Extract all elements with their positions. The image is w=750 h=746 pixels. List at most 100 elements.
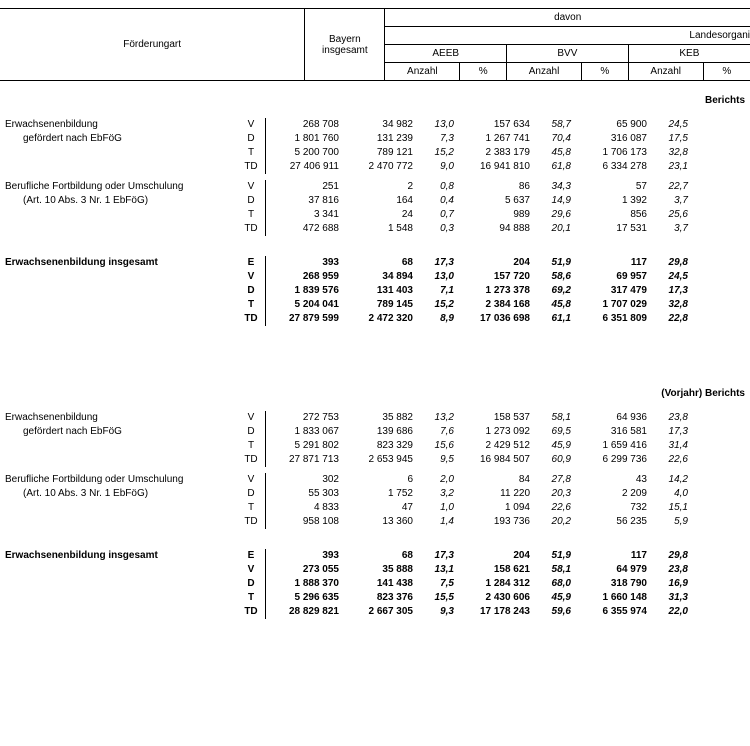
row-label-text (5, 270, 237, 284)
cell-c3-n: 64 979 (581, 563, 653, 577)
row-label: TD (0, 160, 265, 174)
cell-c3-p: 5,9 (653, 515, 698, 529)
cell-c3-p: 17,3 (653, 425, 698, 439)
row-label: T (0, 208, 265, 222)
row-code: V (237, 118, 265, 132)
cell-bayern: 1 833 067 (270, 425, 347, 439)
hdr-bayern: Bayern insgesamt (305, 9, 385, 81)
cell-bayern: 268 959 (270, 270, 347, 284)
row-label: Berufliche Fortbildung oder Umschulung V (0, 180, 265, 194)
cell-c2-p: 69,5 (536, 425, 581, 439)
cell-c1-p: 17,3 (419, 256, 464, 270)
cell-c2-p: 58,6 (536, 270, 581, 284)
row-code: D (237, 577, 265, 591)
row-label-text (5, 591, 237, 605)
row-code: T (237, 208, 265, 222)
cell-c2-n: 17 036 698 (464, 312, 536, 326)
cell-c3-n: 56 235 (581, 515, 653, 529)
row-code: V (237, 563, 265, 577)
cell-c1-n: 24 (347, 208, 419, 222)
row-code: T (237, 439, 265, 453)
cell-c1-n: 139 686 (347, 425, 419, 439)
hdr-col-aeeb: AEEB (385, 45, 507, 63)
cell-c2-p: 68,0 (536, 577, 581, 591)
cell-c1-n: 164 (347, 194, 419, 208)
table-row: Berufliche Fortbildung oder Umschulung V… (0, 473, 750, 487)
cell-c2-n: 204 (464, 256, 536, 270)
cell-c2-n: 1 273 092 (464, 425, 536, 439)
row-label-text: Erwachsenenbildung (5, 118, 237, 132)
cell-bayern: 28 829 821 (270, 605, 347, 619)
cell-c1-p: 13,0 (419, 270, 464, 284)
spacer (0, 326, 750, 374)
cell-bayern: 302 (270, 473, 347, 487)
cell-c3-p: 22,0 (653, 605, 698, 619)
cell-c3-n: 117 (581, 256, 653, 270)
cell-c3-p: 15,1 (653, 501, 698, 515)
cell-c2-n: 16 984 507 (464, 453, 536, 467)
cell-c1-p: 9,0 (419, 160, 464, 174)
table-row: T 3 341 24 0,7 989 29,6 856 25,6 (0, 208, 750, 222)
cell-c1-p: 0,8 (419, 180, 464, 194)
cell-c1-p: 8,9 (419, 312, 464, 326)
row-label: T (0, 298, 265, 312)
cell-c2-p: 59,6 (536, 605, 581, 619)
cell-bayern: 251 (270, 180, 347, 194)
row-code: TD (237, 515, 265, 529)
row-label-text (5, 515, 237, 529)
cell-c2-n: 2 429 512 (464, 439, 536, 453)
row-label: V (0, 563, 265, 577)
cell-c1-p: 13,0 (419, 118, 464, 132)
row-label-text (5, 501, 237, 515)
cell-c2-n: 1 094 (464, 501, 536, 515)
cell-c1-p: 0,7 (419, 208, 464, 222)
row-code: D (237, 194, 265, 208)
table-row: Erwachsenenbildung insgesamt E 393 68 17… (0, 256, 750, 270)
cell-c1-n: 1 548 (347, 222, 419, 236)
cell-c1-p: 7,6 (419, 425, 464, 439)
row-label: TD (0, 453, 265, 467)
cell-c3-p: 17,5 (653, 132, 698, 146)
cell-c3-n: 6 299 736 (581, 453, 653, 467)
cell-c2-n: 204 (464, 549, 536, 563)
cell-c2-p: 45,9 (536, 591, 581, 605)
row-label-text (5, 563, 237, 577)
cell-c3-n: 64 936 (581, 411, 653, 425)
row-label: D (0, 577, 265, 591)
cell-c1-p: 7,1 (419, 284, 464, 298)
row-label: (Art. 10 Abs. 3 Nr. 1 EbFöG) D (0, 487, 265, 501)
table-row: T 5 291 802 823 329 15,6 2 429 512 45,9 … (0, 439, 750, 453)
cell-c1-n: 35 882 (347, 411, 419, 425)
hdr-landesorgani: Landesorgani (385, 27, 750, 45)
cell-c2-p: 69,2 (536, 284, 581, 298)
table-row: T 5 204 041 789 145 15,2 2 384 168 45,8 … (0, 298, 750, 312)
cell-c1-n: 141 438 (347, 577, 419, 591)
cell-c2-p: 20,3 (536, 487, 581, 501)
row-code: TD (237, 605, 265, 619)
table-row: D 1 839 576 131 403 7,1 1 273 378 69,2 3… (0, 284, 750, 298)
cell-c3-n: 57 (581, 180, 653, 194)
cell-c2-p: 34,3 (536, 180, 581, 194)
row-label-text (5, 298, 237, 312)
table-row: V 273 055 35 888 13,1 158 621 58,1 64 97… (0, 563, 750, 577)
row-label-text: Erwachsenenbildung insgesamt (5, 256, 237, 270)
cell-c2-n: 193 736 (464, 515, 536, 529)
row-code: T (237, 591, 265, 605)
row-label: Erwachsenenbildung V (0, 411, 265, 425)
cell-c1-p: 1,4 (419, 515, 464, 529)
cell-c3-p: 23,1 (653, 160, 698, 174)
cell-c3-p: 25,6 (653, 208, 698, 222)
cell-bayern: 268 708 (270, 118, 347, 132)
cell-c3-p: 22,6 (653, 453, 698, 467)
cell-bayern: 5 296 635 (270, 591, 347, 605)
cell-bayern: 273 055 (270, 563, 347, 577)
cell-c3-n: 732 (581, 501, 653, 515)
cell-c3-n: 2 209 (581, 487, 653, 501)
table-row: D 1 888 370 141 438 7,5 1 284 312 68,0 3… (0, 577, 750, 591)
cell-c3-n: 17 531 (581, 222, 653, 236)
cell-c2-p: 20,1 (536, 222, 581, 236)
cell-c2-p: 45,8 (536, 298, 581, 312)
row-label: T (0, 591, 265, 605)
row-label-text (5, 208, 237, 222)
cell-c2-n: 989 (464, 208, 536, 222)
